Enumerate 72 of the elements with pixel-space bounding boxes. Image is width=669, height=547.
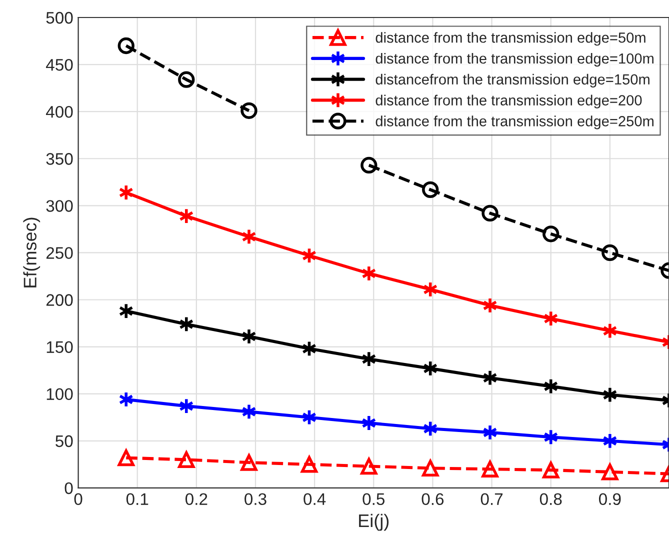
point [302,247,317,264]
point [360,458,378,475]
point [482,370,498,386]
x-tick-label: 0.2 [185,493,208,506]
point [542,226,560,242]
point [422,360,438,377]
point [543,310,558,327]
point [242,403,256,420]
y-tick-label: 100 [46,388,73,400]
y-tick-label: 400 [46,106,73,118]
y-tick-label: 250 [46,247,73,259]
point [422,281,438,298]
point [178,208,194,224]
x-tick-label: 0.3 [244,493,266,506]
point [360,156,378,174]
point [482,204,498,222]
x-tick-label: 0.5 [362,493,385,506]
x-tick-label: 0.1 [126,493,148,506]
legend-label: distance from the transmission edge=50m [376,32,646,46]
legend-label: distancefrom the transmission edge=150m [376,74,650,88]
point [118,449,134,466]
point [482,424,498,441]
point [602,432,618,450]
point [300,456,318,473]
y-axis-title: Ef(msec) [23,218,40,288]
y-tick-label: 0 [64,482,73,494]
point [118,37,134,54]
x-tick-label: 0.9 [598,493,621,506]
y-tick-label: 50 [56,435,73,448]
point [240,454,258,471]
point [178,398,194,414]
point [118,302,134,320]
point [178,71,195,88]
point [362,265,376,282]
point [242,228,256,246]
x-tick-label: 0 [74,493,82,506]
x-axis-title: Ei(j) [359,514,389,531]
point [118,391,134,408]
x-tick-label: 0.7 [480,493,503,506]
point [542,462,560,478]
point [422,181,439,198]
point [178,316,194,333]
point [242,328,256,345]
point [362,414,376,432]
point [240,102,258,119]
y-tick-label: 200 [46,294,73,306]
point [362,350,376,368]
legend-label: distance from the transmission edge=250m [376,116,654,130]
point [178,451,195,468]
point [118,184,134,201]
y-tick-label: 300 [46,200,73,212]
point [482,460,498,478]
point [302,340,317,358]
point [602,244,618,262]
y-tick-label: 500 [46,12,73,24]
point [543,428,558,446]
y-tick-label: 350 [46,153,73,165]
x-tick-label: 0.6 [422,493,444,506]
point [543,378,558,395]
point [422,420,438,437]
point [422,460,439,476]
point [482,297,498,314]
point [602,322,618,340]
x-tick-label: 0.8 [540,493,562,506]
point [602,464,618,480]
y-tick-label: 150 [46,341,73,353]
legend-label: distance from the transmission edge=200 [376,94,642,108]
legend-label: distance from the transmission edge=100m [376,52,654,67]
point [302,409,317,426]
point [602,386,618,404]
y-tick-label: 450 [46,58,73,71]
x-tick-label: 0.4 [304,493,326,506]
